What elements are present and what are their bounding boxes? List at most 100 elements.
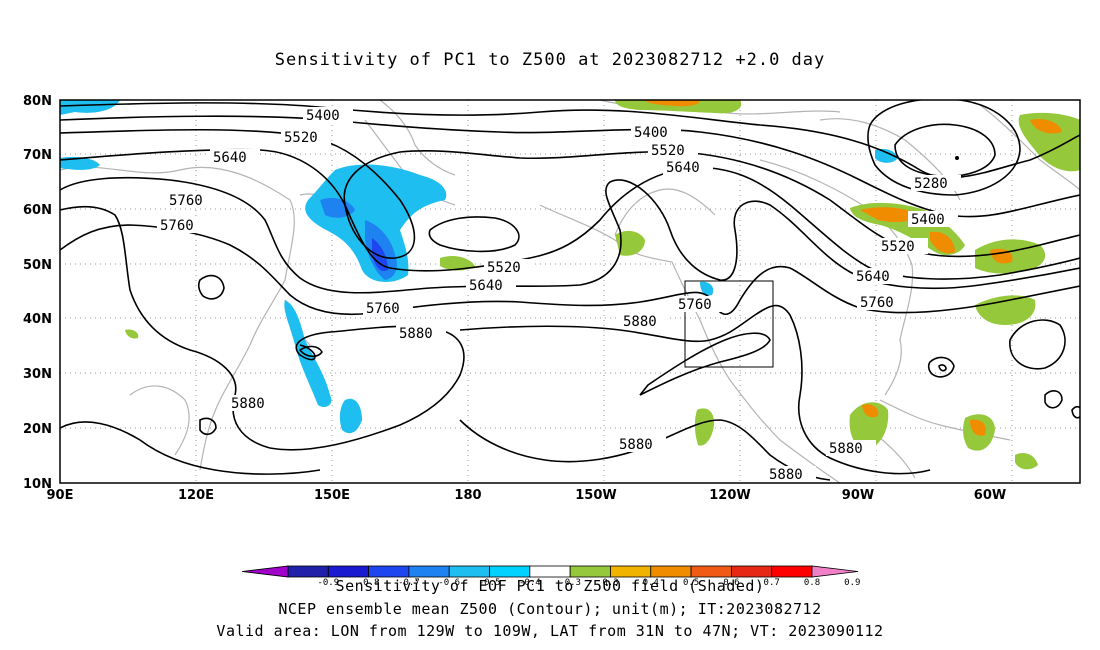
colorbar-swatch [730, 565, 773, 578]
colorbar-tick-label: 0.6 [723, 578, 739, 588]
contour-label: 5880 [619, 437, 653, 453]
colorbar-tick-label: -0.7 [398, 578, 420, 588]
contour-label: 5400 [911, 212, 945, 228]
shade-positive [440, 255, 475, 271]
contour-label: 5760 [860, 295, 894, 311]
contour-label: 5400 [634, 125, 668, 141]
contour-label: 5400 [306, 108, 340, 124]
shade-negative [60, 156, 100, 170]
lon-axis-labels: 90E 120E 150E 180 150W 120W 90W 60W [47, 488, 1007, 503]
colorbar-swatch [241, 565, 289, 578]
colorbar-swatch [650, 565, 692, 578]
contour-label: 5520 [651, 143, 685, 159]
shade-negative [700, 281, 714, 296]
colorbar-tick-label: -0.5 [479, 578, 501, 588]
contour-label: 5520 [881, 239, 915, 255]
colorbar-swatch [529, 565, 571, 578]
lon-label: 120W [709, 488, 750, 503]
lat-label: 30N [23, 367, 52, 382]
lat-label: 10N [23, 477, 52, 492]
lon-label: 150W [575, 488, 616, 503]
map-title: Sensitivity of PC1 to Z500 at 2023082712… [274, 50, 826, 70]
contour-label: 5880 [399, 326, 433, 342]
lat-label: 40N [23, 312, 52, 327]
shade-positive [849, 402, 889, 450]
shade-negative [875, 148, 898, 163]
colorbar-swatch [771, 565, 813, 578]
contour-label: 5880 [231, 396, 265, 412]
colorbar-swatch [448, 565, 490, 578]
colorbar-tick-label: 0.8 [804, 578, 820, 588]
colorbar-tick-label: -0.8 [358, 578, 380, 588]
lon-label: 150E [314, 488, 350, 503]
lat-label: 70N [23, 148, 52, 163]
contour-label-group: 5400 5520 5640 5760 5760 5760 5880 5880 … [157, 107, 961, 483]
shade-positive [975, 295, 1036, 325]
contour-label: 5760 [169, 193, 203, 209]
z500-contours [60, 100, 1080, 481]
lon-label: 90W [842, 488, 874, 503]
contour-label: 5760 [366, 301, 400, 317]
contour-label: 5760 [678, 297, 712, 313]
contour-label: 5880 [769, 467, 803, 483]
shade-positive [615, 230, 645, 256]
contour-label: 5880 [623, 314, 657, 330]
lon-label: 180 [454, 488, 481, 503]
lat-label: 20N [23, 422, 52, 437]
contour-label: 5280 [914, 176, 948, 192]
shade-positive [860, 207, 920, 223]
colorbar-swatch [569, 565, 611, 578]
contour-label: 5520 [284, 130, 318, 146]
shade-positive [1030, 119, 1062, 134]
lat-axis-labels: 80N 70N 60N 50N 40N 30N 20N 10N [23, 94, 52, 492]
footer-line-valid-area: Valid area: LON from 129W to 109W, LAT f… [216, 622, 884, 640]
shade-positive [694, 408, 715, 446]
colorbar-swatch [610, 565, 652, 578]
shade-negative [284, 300, 332, 407]
colorbar-swatch [287, 565, 329, 578]
sensitivity-shading [60, 100, 1080, 470]
shade-positive [125, 329, 139, 339]
lon-label: 120E [178, 488, 214, 503]
lon-label: 90E [47, 488, 74, 503]
plot-frame [59, 99, 1081, 484]
valid-area-box [684, 280, 774, 368]
colorbar-tick-label: 0.9 [844, 578, 860, 588]
shade-negative [305, 164, 447, 282]
lat-label: 80N [23, 94, 52, 109]
colorbar-swatch [690, 565, 732, 578]
lon-label: 60W [974, 488, 1006, 503]
colorbar-swatch [489, 565, 531, 578]
contour-label: 5640 [666, 160, 700, 176]
colorbar-swatch [368, 565, 410, 578]
colorbar-tick-label: 0.4 [643, 578, 659, 588]
contour-label: 5640 [856, 269, 890, 285]
colorbar-tick-label: 0.7 [764, 578, 780, 588]
colorbar-tick-label: -0.6 [438, 578, 460, 588]
contour-label: 5640 [213, 150, 247, 166]
colorbar-tick-label: -0.3 [559, 578, 581, 588]
shade-positive [930, 231, 955, 254]
shade-positive [645, 100, 700, 107]
shade-negative [372, 238, 388, 272]
shade-positive [615, 100, 742, 114]
lat-label: 50N [23, 258, 52, 273]
footer-line-contour: NCEP ensemble mean Z500 (Contour); unit(… [278, 600, 822, 618]
contour-label: 5520 [487, 260, 521, 276]
low-center-marker [955, 156, 959, 160]
shade-positive [862, 404, 879, 418]
lat-label: 60N [23, 203, 52, 218]
shade-positive [1018, 112, 1080, 172]
shade-negative [60, 100, 120, 115]
colorbar-swatch [408, 565, 450, 578]
colorbar-tick-label: 0.5 [683, 578, 699, 588]
contour-label: 5640 [469, 278, 503, 294]
colorbar: -0.9 -0.8 -0.7 -0.6 -0.5 -0.4 -0.3 0.3 0.4 0.5 0.6… [241, 565, 860, 588]
footer-line-shading: Sensitivity of EOF PC1 to Z500 field (Sh… [335, 577, 765, 595]
contour-label: 5880 [829, 441, 863, 457]
shade-positive [970, 419, 986, 436]
contour-label: 5760 [160, 218, 194, 234]
colorbar-tick-label: 0.3 [602, 578, 618, 588]
colorbar-swatch [327, 565, 370, 578]
